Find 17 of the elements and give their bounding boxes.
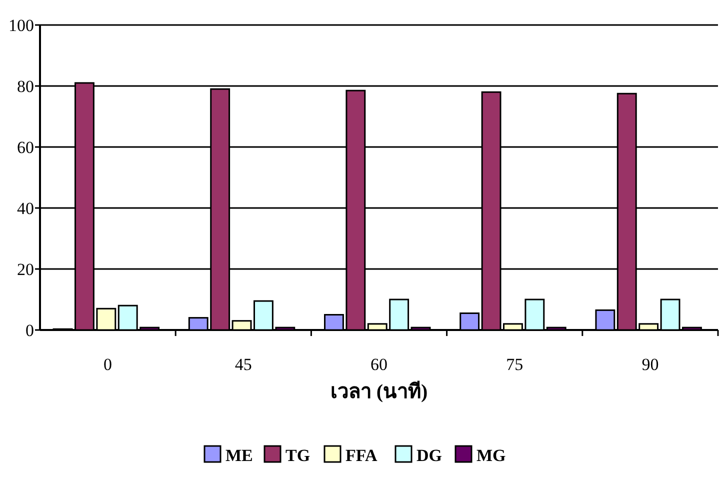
legend-label: DG [416, 446, 442, 465]
y-tick-label: 0 [26, 321, 34, 340]
legend-label: ME [226, 446, 253, 465]
y-tick-label: 20 [17, 260, 34, 279]
x-tick-label: 75 [506, 355, 524, 374]
y-tick-label: 100 [8, 16, 34, 35]
y-tick-label: 40 [17, 199, 34, 218]
x-tick-label: 90 [642, 355, 659, 374]
x-tick-label: 0 [104, 355, 112, 374]
y-tick-label: 80 [17, 77, 34, 96]
legend-label: MG [476, 446, 506, 465]
x-axis-title: เวลา (นาที) [330, 380, 428, 403]
x-tick-label: 45 [234, 355, 252, 374]
legend-label: FFA [346, 446, 378, 465]
legend-label: TG [286, 446, 310, 465]
y-tick-label: 60 [17, 138, 34, 157]
x-tick-label: 60 [370, 355, 388, 374]
